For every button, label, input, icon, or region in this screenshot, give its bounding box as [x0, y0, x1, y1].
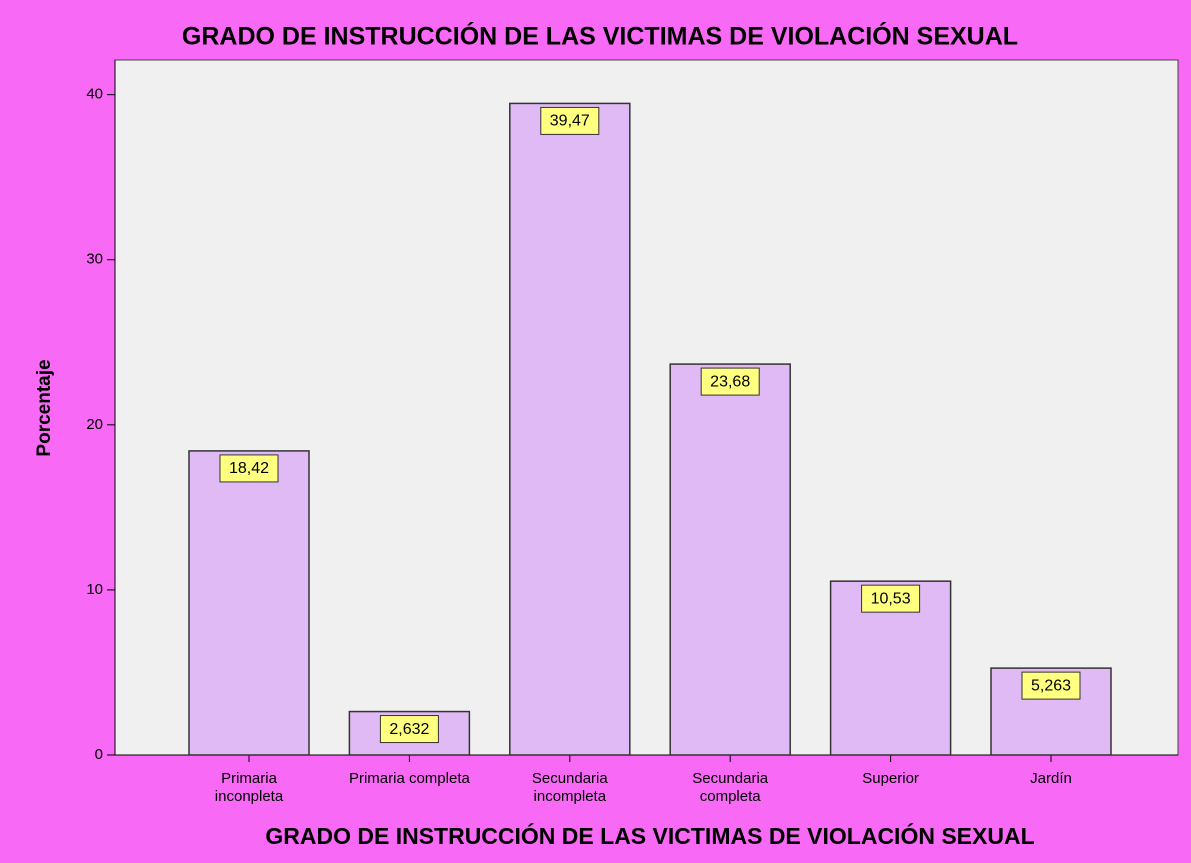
x-tick-label: Primaria completa: [349, 770, 471, 787]
value-label: 23,68: [710, 373, 750, 390]
x-tick-label: Jardín: [1030, 770, 1072, 787]
y-axis-title: Porcentaje: [34, 359, 55, 456]
y-tick-label: 40: [86, 86, 103, 103]
chart-title: GRADO DE INSTRUCCIÓN DE LAS VICTIMAS DE …: [182, 21, 1018, 51]
value-label: 10,53: [871, 590, 911, 607]
value-label-box: [540, 106, 600, 135]
value-label: 39,47: [550, 113, 590, 130]
bar: [188, 450, 310, 756]
value-label-box: [861, 584, 921, 613]
y-tick-label: 20: [86, 416, 103, 433]
x-tick-label: Secundaria completa: [692, 770, 769, 805]
y-tick-label: 10: [86, 581, 103, 598]
x-axis-title: GRADO DE INSTRUCCIÓN DE LAS VICTIMAS DE …: [265, 822, 1034, 849]
value-label-box: [1021, 671, 1081, 700]
x-tick-label: Primaria inconpleta: [215, 770, 284, 805]
x-tick-label: Superior: [862, 770, 919, 787]
value-label-box: [379, 715, 439, 744]
y-tick-label: 0: [95, 746, 103, 763]
value-label: 2,632: [389, 721, 429, 738]
value-label-box: [700, 367, 760, 396]
x-tick-label: Secundaria incompleta: [532, 770, 609, 805]
bar: [509, 102, 631, 756]
value-label: 5,263: [1031, 677, 1071, 694]
value-label: 18,42: [229, 460, 269, 477]
bar: [669, 363, 791, 756]
value-label-box: [219, 454, 279, 483]
y-tick-label: 30: [86, 251, 103, 268]
